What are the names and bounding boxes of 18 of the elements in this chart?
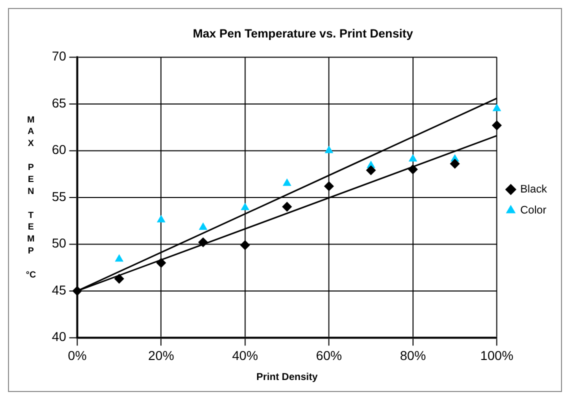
x-tick-label: 100% xyxy=(480,348,514,363)
x-tick-label: 60% xyxy=(316,348,342,363)
y-tick-label: 70 xyxy=(52,48,66,64)
x-tick-label: 80% xyxy=(400,348,426,363)
y-tick-label: 50 xyxy=(52,236,66,251)
x-tick-label: 0% xyxy=(68,348,88,363)
x-axis-title: Print Density xyxy=(256,372,318,383)
x-tick-label: 40% xyxy=(232,348,259,363)
y-tick-label: 60 xyxy=(52,142,66,158)
y-tick-label: 65 xyxy=(52,95,66,110)
legend-label: Black xyxy=(520,184,548,196)
x-tick-label: 20% xyxy=(148,348,175,363)
y-tick-label: 45 xyxy=(52,282,66,298)
chart-title: Max Pen Temperature vs. Print Density xyxy=(192,26,414,40)
y-tick-label: 55 xyxy=(52,188,66,204)
y-tick-label: 40 xyxy=(52,329,66,344)
legend-label: Color xyxy=(520,204,547,216)
text: MAX PEN TEMP °C xyxy=(26,114,36,280)
